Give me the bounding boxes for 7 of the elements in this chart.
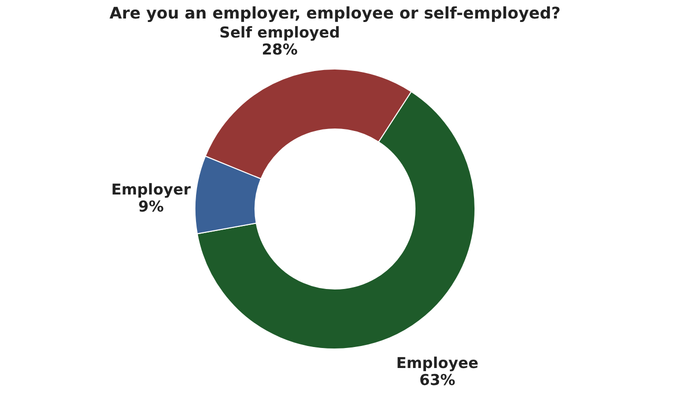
- slice-label: Employer: [111, 180, 192, 199]
- data-label: 63%: [419, 371, 456, 390]
- chart-title: Are you an employer, employee or self-employed?: [109, 3, 561, 22]
- slice-label: Self employed: [219, 23, 340, 42]
- data-label: 28%: [262, 40, 298, 58]
- slice-label: Employee: [396, 354, 478, 372]
- data-label: 9%: [138, 198, 164, 216]
